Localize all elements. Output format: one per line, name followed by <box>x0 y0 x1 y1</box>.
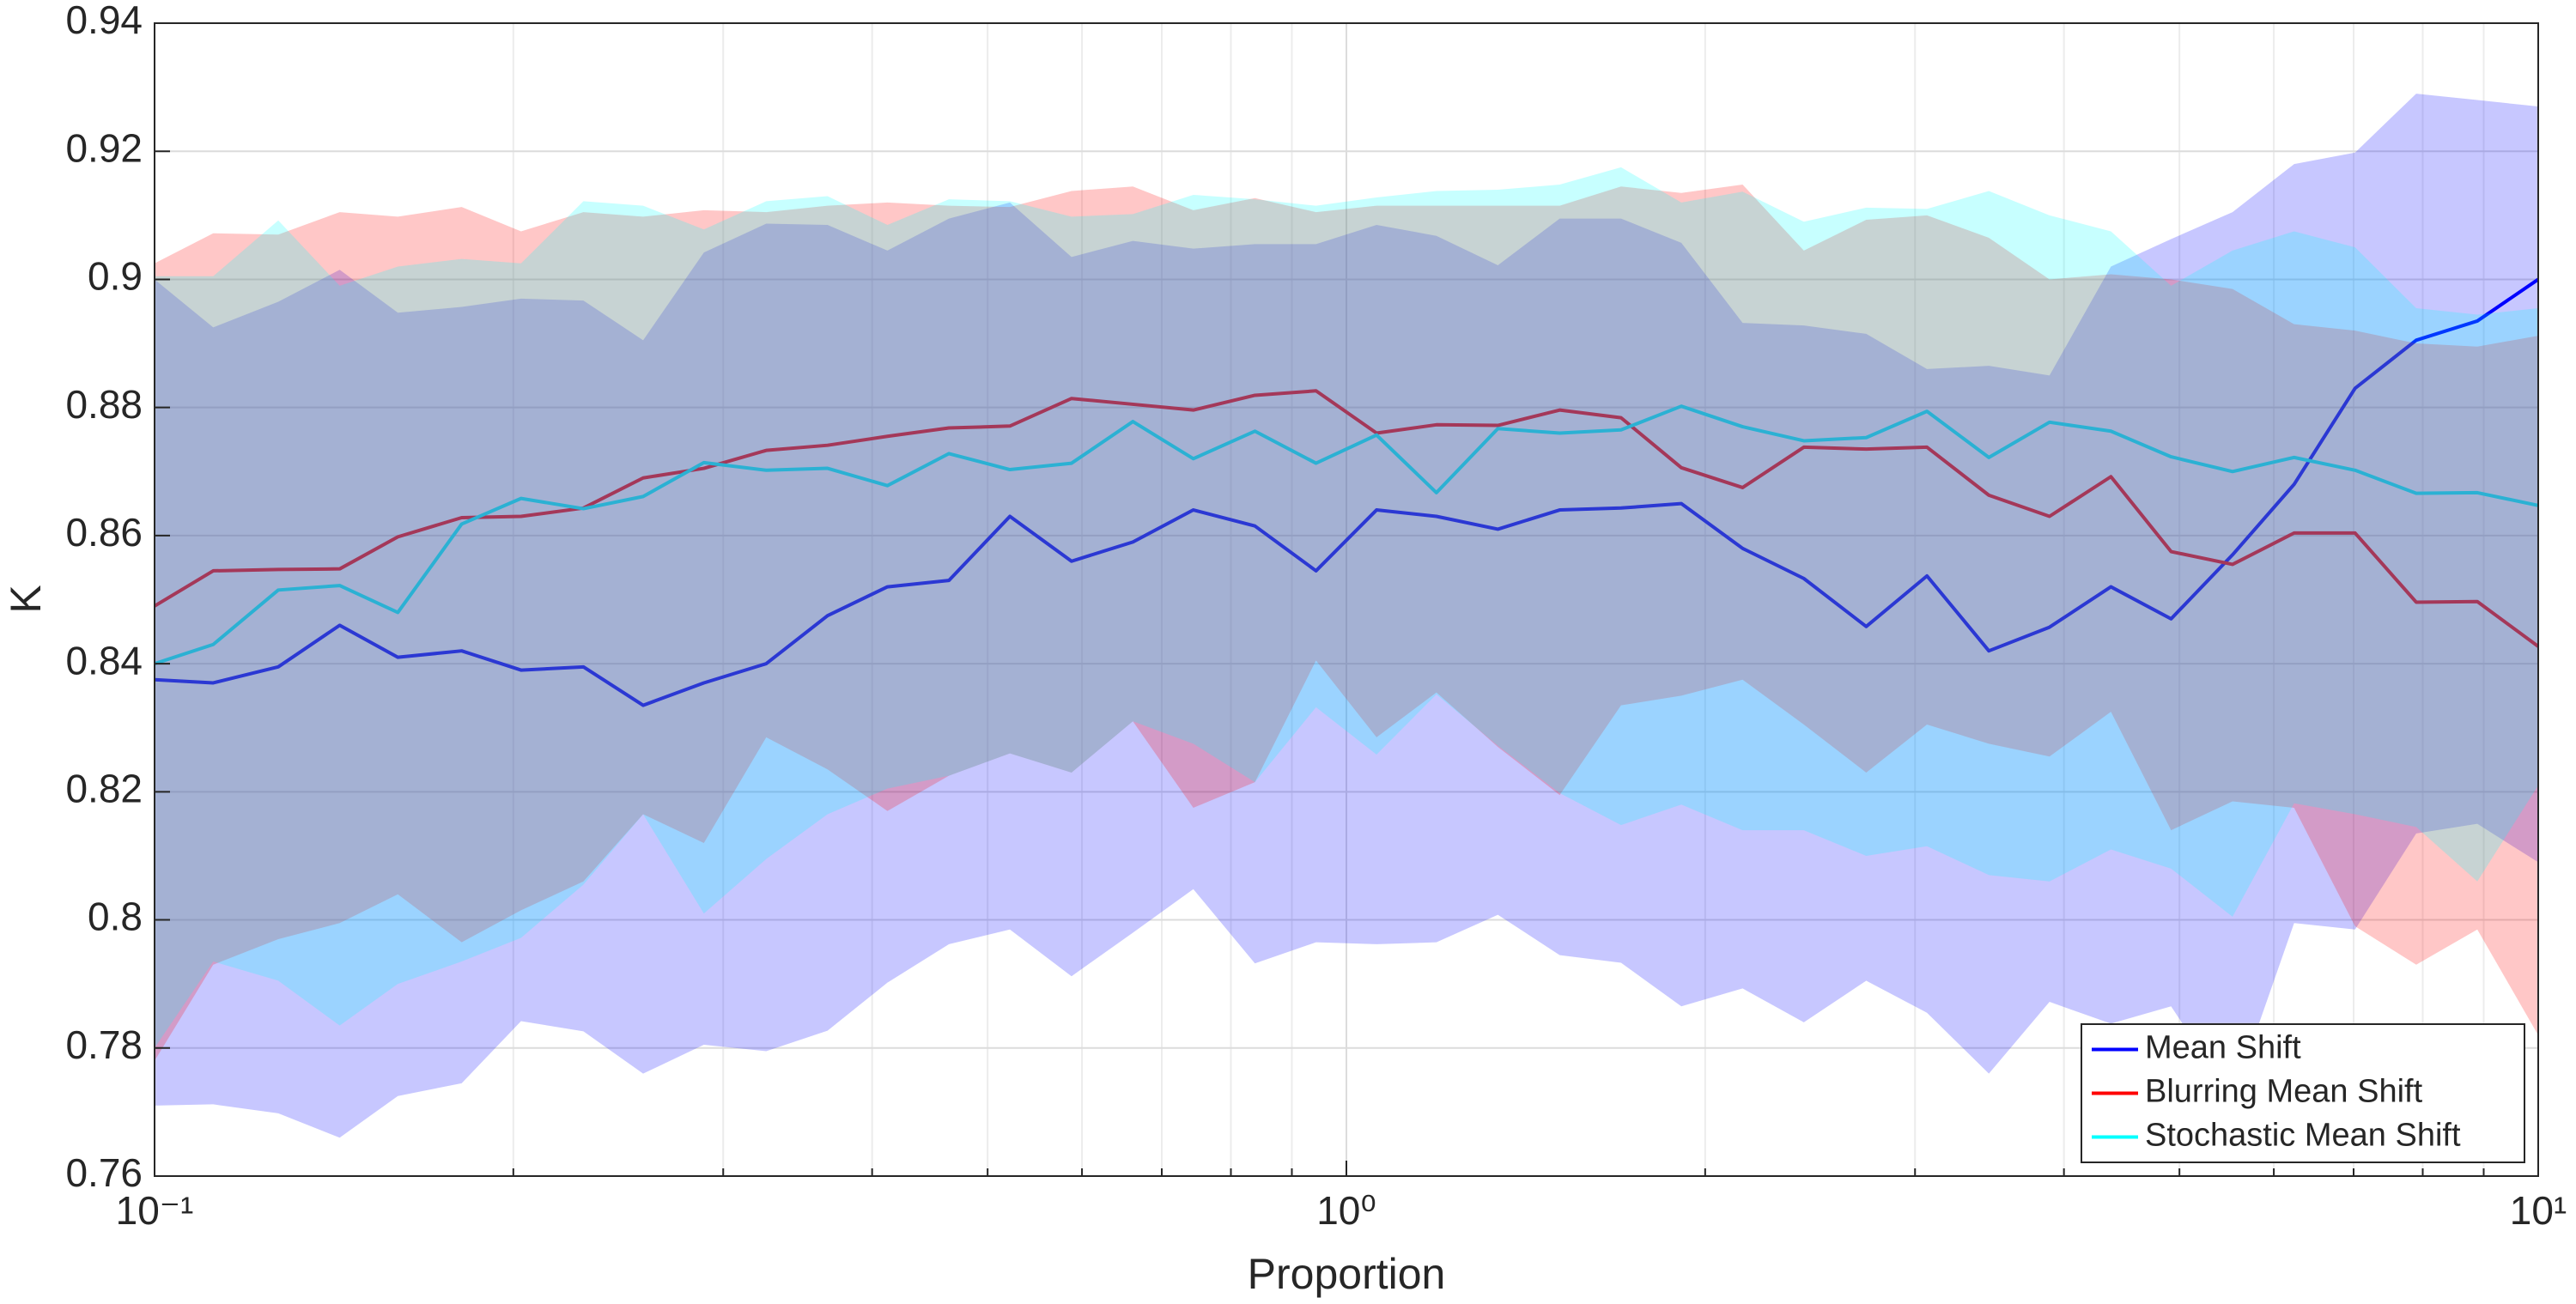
y-tick-label: 0.82 <box>65 766 143 810</box>
series-line <box>154 404 2539 666</box>
series-band <box>155 167 2538 1048</box>
y-tick-label: 0.94 <box>65 0 143 42</box>
series-line <box>153 389 2540 648</box>
legend: Mean Shift Blurring Mean Shift Stochastic … <box>2081 1023 2525 1163</box>
x-tick-label: 10¹ <box>2510 1188 2567 1233</box>
legend-box <box>2081 1023 2525 1163</box>
y-tick-label: 0.84 <box>65 638 143 682</box>
series-band <box>155 94 2538 1138</box>
series-band <box>155 185 2538 1061</box>
y-tick-label: 0.86 <box>65 510 143 555</box>
series-line <box>154 277 2540 707</box>
x-axis-label: Proportion <box>1248 1250 1446 1298</box>
y-tick-label: 0.76 <box>65 1150 143 1195</box>
legend-label: Blurring Mean Shift <box>2145 1074 2423 1110</box>
x-tick-label: 10⁻¹ <box>116 1188 194 1233</box>
y-tick-label: 0.8 <box>88 895 143 939</box>
legend-label: Stochastic Mean Shift <box>2145 1118 2461 1154</box>
y-tick-label: 0.92 <box>65 125 143 170</box>
y-tick-label: 0.78 <box>65 1022 143 1067</box>
y-tick-label: 0.9 <box>88 254 143 299</box>
legend-label: Mean Shift <box>2145 1030 2301 1066</box>
y-tick-label: 0.88 <box>65 382 143 427</box>
x-tick-label: 10⁰ <box>1316 1188 1376 1233</box>
y-axis-label: K <box>2 585 50 613</box>
